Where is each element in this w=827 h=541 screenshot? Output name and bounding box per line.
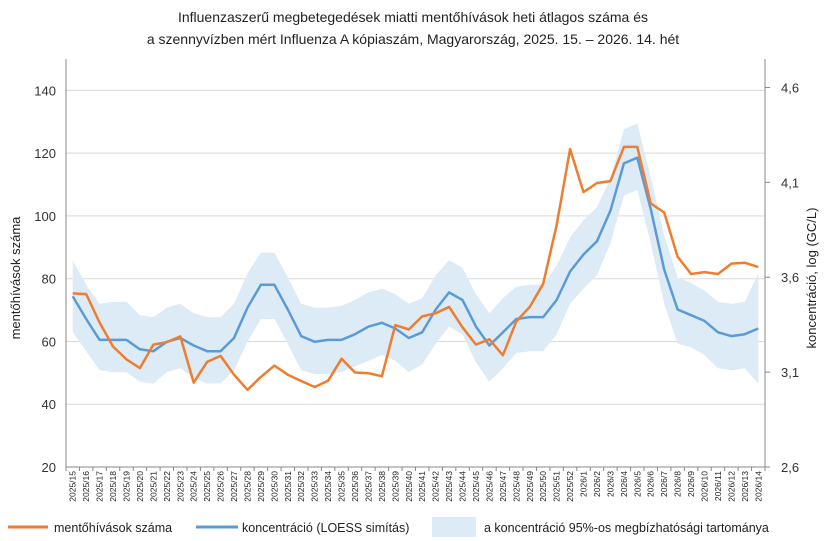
x-tick-label: 2025/21 — [148, 471, 158, 502]
right-y-tick-label: 3,1 — [781, 365, 799, 380]
x-tick-label: 2026/10 — [700, 471, 710, 502]
x-tick-label: 2025/40 — [404, 471, 414, 502]
x-tick-label: 2026/5 — [632, 471, 642, 497]
x-tick-label: 2025/42 — [431, 471, 441, 502]
left-y-tick-label: 100 — [34, 209, 56, 224]
x-tick-label: 2026/8 — [673, 471, 683, 497]
chart-title-line-1: Influenzaszerű megbetegedések miatti men… — [178, 9, 648, 25]
concentration-line — [71, 156, 759, 353]
x-tick-label: 2025/43 — [444, 471, 454, 502]
x-tick-label: 2025/52 — [565, 471, 575, 502]
x-tick-label: 2026/7 — [659, 471, 669, 497]
confidence-band-group — [72, 123, 759, 384]
x-tick-label: 2026/11 — [713, 471, 723, 501]
x-tick-label: 2025/51 — [552, 471, 562, 502]
left-y-tick-label: 60 — [42, 334, 56, 349]
x-tick-label: 2025/15 — [68, 471, 78, 502]
x-tick-label: 2025/32 — [296, 471, 306, 502]
x-tick-label: 2026/4 — [619, 471, 629, 497]
x-tick-label: 2025/44 — [458, 471, 468, 502]
x-tick-label: 2025/36 — [350, 471, 360, 502]
ambulance-calls-line — [72, 145, 759, 392]
left-y-axis-ticks: 20 40 60 80 100 120 140 — [34, 83, 56, 475]
x-tick-label: 2025/33 — [310, 471, 320, 502]
x-tick-label: 2026/1 — [579, 471, 589, 497]
left-y-tick-label: 80 — [42, 272, 56, 287]
right-y-tick-label: 3,6 — [781, 270, 799, 285]
right-y-axis-label: koncentráció, log (GC/L) — [804, 208, 819, 349]
x-tick-label: 2026/12 — [726, 471, 736, 502]
legend-label-calls: mentőhívások száma — [54, 521, 172, 535]
x-axis-ticks: 2025/15 2025/16 2025/17 2025/18 2025/19 2025/… — [65, 467, 766, 502]
x-tick-label: 2025/29 — [256, 471, 266, 502]
x-tick-label: 2026/9 — [686, 471, 696, 497]
x-tick-label: 2025/47 — [498, 471, 508, 502]
left-y-axis-label: mentőhívások száma — [8, 216, 23, 340]
series-lines-group — [71, 145, 759, 392]
x-tick-label: 2025/22 — [162, 471, 172, 502]
x-tick-label: 2026/13 — [740, 471, 750, 502]
x-tick-label: 2026/6 — [646, 471, 656, 497]
x-tick-label: 2025/48 — [511, 471, 521, 502]
x-tick-label: 2026/3 — [605, 471, 615, 497]
x-tick-label: 2025/23 — [175, 471, 185, 502]
legend-label-confidence-band: a koncentráció 95%-os megbízhatósági tar… — [484, 521, 769, 535]
x-tick-label: 2025/39 — [390, 471, 400, 502]
x-tick-label: 2025/46 — [484, 471, 494, 502]
x-tick-label: 2025/24 — [189, 471, 199, 502]
x-tick-label: 2025/16 — [81, 471, 91, 502]
x-tick-label: 2025/41 — [417, 471, 427, 502]
right-y-tick-label: 2,6 — [781, 460, 799, 475]
right-y-tick-label: 4,6 — [781, 80, 799, 95]
x-tick-label: 2025/49 — [525, 471, 535, 502]
x-tick-label: 2025/26 — [216, 471, 226, 502]
x-tick-label: 2025/20 — [135, 471, 145, 502]
right-y-axis-ticks: 2,6 3,1 3,6 4,1 4,6 — [765, 80, 799, 475]
x-tick-label: 2025/19 — [121, 471, 131, 502]
chart-title-line-2: a szennyvízben mért Influenza A kópiaszá… — [147, 31, 679, 47]
x-tick-label: 2026/14 — [753, 471, 763, 502]
x-tick-label: 2025/37 — [363, 471, 373, 502]
x-tick-label: 2025/17 — [95, 471, 105, 502]
x-tick-label: 2025/50 — [538, 471, 548, 502]
right-y-tick-label: 4,1 — [781, 175, 799, 190]
confidence-band — [72, 123, 759, 384]
x-tick-label: 2025/38 — [377, 471, 387, 502]
left-y-tick-label: 40 — [42, 397, 56, 412]
x-tick-label: 2025/31 — [283, 471, 293, 502]
left-y-tick-label: 140 — [34, 83, 56, 98]
x-tick-label: 2025/30 — [269, 471, 279, 502]
x-tick-label: 2025/25 — [202, 471, 212, 502]
x-tick-label: 2025/45 — [471, 471, 481, 502]
x-tick-label: 2025/18 — [108, 471, 118, 502]
x-tick-label: 2025/28 — [242, 471, 252, 502]
x-tick-label: 2025/27 — [229, 471, 239, 502]
left-y-tick-label: 20 — [42, 460, 56, 475]
legend-label-concentration: koncentráció (LOESS simítás) — [242, 521, 409, 535]
x-tick-label: 2026/2 — [592, 471, 602, 497]
left-y-tick-label: 120 — [34, 146, 56, 161]
legend: mentőhívások száma koncentráció (LOESS s… — [8, 517, 769, 537]
x-tick-label: 2025/34 — [323, 471, 333, 502]
x-tick-label: 2025/35 — [337, 471, 347, 502]
legend-swatch-confidence-band — [432, 517, 476, 537]
